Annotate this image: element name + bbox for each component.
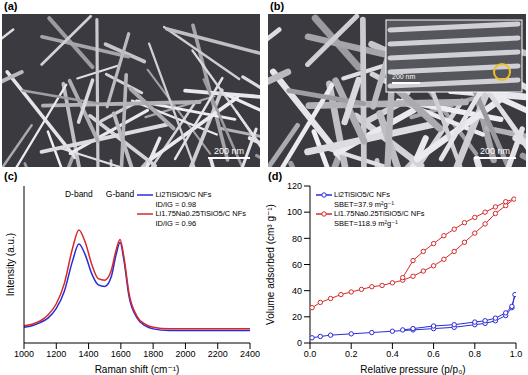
svg-text:Intensity (a.u.): Intensity (a.u.): [5, 233, 16, 296]
html-text:ID/IG = 0.96: ID/IG = 0.96: [155, 218, 197, 228]
html-text:SBET=37.9 m²g⁻¹: SBET=37.9 m²g⁻¹: [334, 199, 394, 209]
svg-text:2200: 2200: [208, 349, 228, 359]
svg-text:1.0: 1.0: [510, 349, 523, 359]
svg-text:1200: 1200: [46, 349, 66, 359]
svg-text:60: 60: [292, 260, 302, 270]
svg-text:0: 0: [297, 338, 302, 348]
svg-text:Raman shift (cm⁻¹): Raman shift (cm⁻¹): [95, 364, 180, 375]
html-text:Li1.75Na0.25TiSiO5/C NFs: Li1.75Na0.25TiSiO5/C NFs: [334, 209, 425, 218]
svg-text:1800: 1800: [143, 349, 163, 359]
html-text:Li1.75Na0.25TiSiO5/C NFs: Li1.75Na0.25TiSiO5/C NFs: [155, 209, 246, 218]
svg-text:120: 120: [287, 181, 302, 191]
svg-text:0.8: 0.8: [469, 349, 482, 359]
svg-text:100: 100: [287, 207, 302, 217]
svg-text:0.0: 0.0: [304, 349, 317, 359]
svg-text:G-band: G-band: [106, 189, 135, 199]
html-text:SBET=118.9 m²g⁻¹: SBET=118.9 m²g⁻¹: [334, 218, 398, 228]
svg-text:200 nm: 200 nm: [480, 146, 510, 156]
svg-text:200 nm: 200 nm: [392, 73, 416, 80]
svg-text:2000: 2000: [175, 349, 195, 359]
svg-text:Volume adsorbed (cm³ g⁻¹): Volume adsorbed (cm³ g⁻¹): [265, 204, 276, 325]
html-text:(a): (a): [4, 0, 18, 12]
svg-text:0.4: 0.4: [386, 349, 399, 359]
svg-text:1600: 1600: [111, 349, 131, 359]
svg-text:0.2: 0.2: [345, 349, 358, 359]
svg-text:20: 20: [292, 312, 302, 322]
html-text:(d): (d): [268, 170, 282, 182]
svg-text:200 nm: 200 nm: [214, 146, 244, 156]
svg-text:0.6: 0.6: [427, 349, 440, 359]
svg-text:1400: 1400: [79, 349, 99, 359]
html-text:(b): (b): [270, 0, 284, 12]
svg-text:40: 40: [292, 286, 302, 296]
html-text:Li2TiSiO5/C NFs: Li2TiSiO5/C NFs: [155, 190, 212, 199]
svg-text:80: 80: [292, 234, 302, 244]
svg-text:Relative pressure (p/p₀): Relative pressure (p/p₀): [360, 364, 465, 375]
html-text:ID/IG = 0.98: ID/IG = 0.98: [155, 199, 197, 209]
html-text:(c): (c): [4, 170, 18, 182]
svg-text:1000: 1000: [14, 349, 34, 359]
svg-text:D-band: D-band: [65, 189, 93, 199]
html-text:Li2TiSiO5/C NFs: Li2TiSiO5/C NFs: [334, 190, 390, 199]
svg-text:2400: 2400: [240, 349, 260, 359]
